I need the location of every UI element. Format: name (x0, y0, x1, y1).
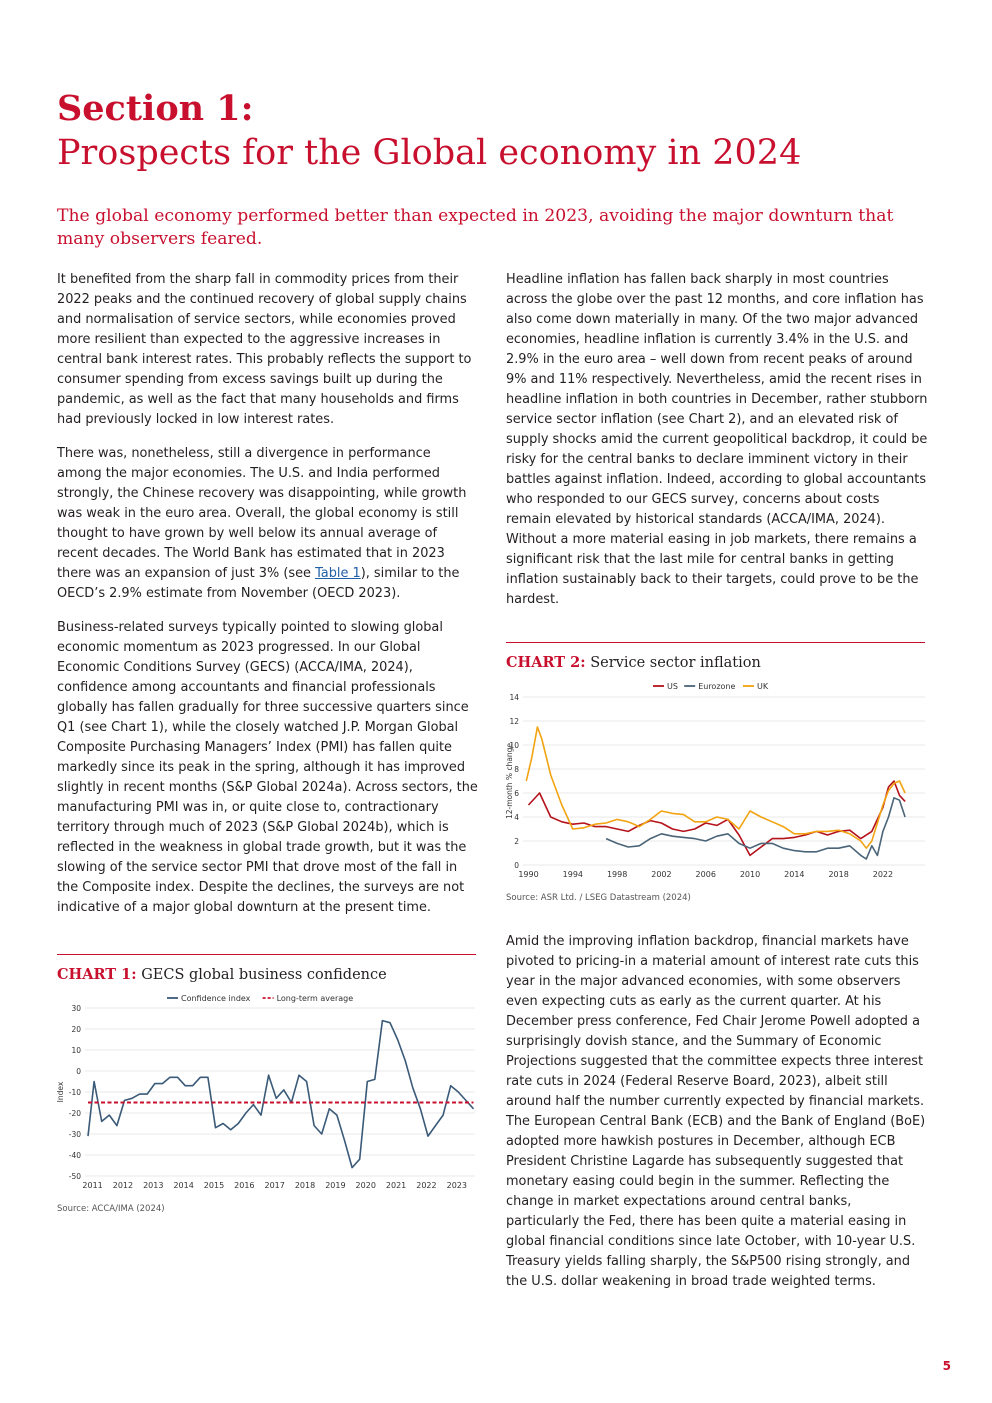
chart-2-plot: 0 2 4 6 8 10 12 14 1990 1994 1998 2002 2006 2010 2014 2… (505, 682, 925, 879)
x-tick-label: 2022 (873, 870, 893, 879)
x-tick-label: 1998 (607, 870, 627, 879)
chart-2-label: CHART 2: (506, 654, 586, 671)
x-tick-label: 2016 (234, 1181, 254, 1190)
y-tick-label: 6 (514, 789, 519, 798)
left-column: It benefited from the sharp fall in comm… (57, 270, 479, 932)
y-tick-label: 10 (71, 1046, 81, 1055)
left-paragraph-2: There was, nonetheless, still a divergen… (57, 444, 479, 604)
x-tick-label: 2012 (113, 1181, 133, 1190)
x-tick-label: 2011 (82, 1181, 102, 1190)
y-tick-label: 12 (509, 717, 519, 726)
table-1-link[interactable]: Table 1 (315, 566, 361, 581)
x-tick-label: 2006 (696, 870, 716, 879)
right-paragraph-1: Headline inflation has fallen back sharp… (506, 272, 928, 607)
series-line-uk (525, 726, 906, 849)
y-axis-label: Index (56, 1081, 65, 1102)
x-tick-label: 2023 (447, 1181, 467, 1190)
series-line-eurozone (605, 797, 906, 860)
x-tick-label: 1990 (518, 870, 538, 879)
x-tick-label: 2021 (386, 1181, 406, 1190)
chart-2-title-text: Service sector inflation (590, 655, 761, 671)
legend-label: UK (757, 682, 769, 691)
y-tick-label: -30 (69, 1130, 81, 1139)
legend-label: Confidence index (181, 994, 251, 1003)
x-tick-label: 2019 (325, 1181, 345, 1190)
chart-2-source: Source: ASR Ltd. / LSEG Datastream (2024… (506, 893, 691, 903)
series-line-us (527, 780, 906, 857)
x-tick-label: 2015 (204, 1181, 224, 1190)
chart-2-title: CHART 2: Service sector inflation (506, 654, 925, 671)
chart-2: CHART 2: Service sector inflation (506, 642, 925, 671)
x-tick-label: 2002 (651, 870, 671, 879)
chart-2-rule (506, 642, 925, 643)
y-tick-label: 30 (71, 1004, 81, 1013)
left-paragraph-1: It benefited from the sharp fall in comm… (57, 272, 472, 427)
right-column-top: Headline inflation has fallen back sharp… (506, 270, 928, 624)
y-tick-label: 4 (514, 813, 519, 822)
x-tick-label: 2018 (295, 1181, 315, 1190)
page-number: 5 (942, 1359, 951, 1373)
left-paragraph-3: Business-related surveys typically point… (57, 620, 478, 915)
legend-label: Long-term average (277, 994, 354, 1003)
y-tick-label: -40 (69, 1151, 81, 1160)
y-tick-label: -10 (69, 1088, 81, 1097)
legend-label: US (667, 682, 678, 691)
y-tick-label: 14 (509, 693, 519, 702)
x-tick-label: 2022 (416, 1181, 436, 1190)
series-line-confidence-index (87, 1019, 475, 1169)
y-tick-label: 2 (514, 837, 519, 846)
right-column-bottom: Amid the improving inflation backdrop, f… (506, 932, 928, 1306)
left-paragraph-2-text-a: There was, nonetheless, still a divergen… (57, 446, 467, 581)
y-tick-label: -20 (69, 1109, 81, 1118)
y-tick-label: 20 (71, 1025, 81, 1034)
section-label: Section 1: (57, 88, 254, 129)
x-tick-label: 2020 (356, 1181, 376, 1190)
y-tick-label: 0 (514, 861, 519, 870)
section-heading: Prospects for the Global economy in 2024 (57, 133, 802, 173)
chart-1-title: CHART 1: GECS global business confidence (57, 966, 476, 983)
x-tick-label: 2017 (265, 1181, 285, 1190)
x-tick-label: 2013 (143, 1181, 163, 1190)
chart-1-plot: -50 -40 -30 -20 -10 0 10 20 30 2011 2012 2013 2014 20… (56, 994, 475, 1190)
x-tick-label: 1994 (563, 870, 583, 879)
y-tick-label: -50 (69, 1172, 81, 1181)
x-tick-label: 2014 (173, 1181, 193, 1190)
y-tick-label: 10 (509, 741, 519, 750)
y-axis-label: 12-month % change (505, 743, 514, 819)
chart-1-label: CHART 1: (57, 966, 137, 983)
x-tick-label: 2010 (740, 870, 760, 879)
legend-label: Eurozone (698, 682, 735, 691)
chart-1: CHART 1: GECS global business confidence (57, 954, 476, 983)
chart-1-rule (57, 954, 476, 955)
y-tick-label: 8 (514, 765, 519, 774)
chart-1-title-text: GECS global business confidence (141, 967, 387, 983)
chart-1-source: Source: ACCA/IMA (2024) (57, 1204, 165, 1214)
right-paragraph-2: Amid the improving inflation backdrop, f… (506, 934, 926, 1289)
x-tick-label: 2014 (784, 870, 804, 879)
x-tick-label: 2018 (828, 870, 848, 879)
left-paragraph-2-text-b: ), similar to the OECD’s 2.9% estimate f… (57, 566, 460, 601)
y-tick-label: 0 (76, 1067, 81, 1076)
lead-paragraph: The global economy performed better than… (57, 206, 894, 249)
section-title: Section 1: Prospects for the Global econ… (57, 86, 801, 176)
